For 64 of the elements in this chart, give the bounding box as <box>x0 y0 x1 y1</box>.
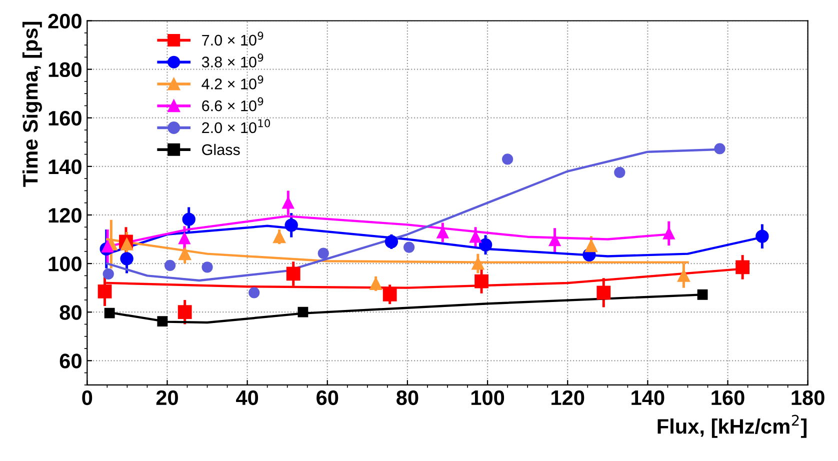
point <box>736 260 750 274</box>
legend-label: 7.0 × 10$^{9}$ <box>202 32 264 46</box>
legend-label: 6.6 × 10$^{9}$ <box>202 97 264 112</box>
y-tick-label: 100 <box>48 256 82 272</box>
x-tick-label: 100 <box>471 390 504 406</box>
point <box>164 260 176 272</box>
point <box>98 284 112 298</box>
point <box>202 262 213 273</box>
point <box>677 269 690 282</box>
y-tick-label: 80 <box>60 305 82 320</box>
point <box>120 238 134 250</box>
x-tick-label: 0 <box>82 390 92 406</box>
point <box>318 248 329 259</box>
legend-label: 2.0 × 10$^{10}$ <box>202 119 270 134</box>
point <box>584 240 598 252</box>
point <box>382 287 397 302</box>
x-axis-title: Flux, [kHz/cm$^{2}$] <box>658 414 806 438</box>
y-tick-label: 180 <box>48 62 82 78</box>
point <box>298 306 308 318</box>
point <box>102 268 114 280</box>
point <box>178 248 192 260</box>
point <box>384 235 398 248</box>
point <box>370 277 382 290</box>
point <box>756 230 769 243</box>
point <box>182 212 196 226</box>
point <box>472 257 484 270</box>
point <box>102 240 114 252</box>
point <box>404 242 415 253</box>
point <box>478 238 492 252</box>
x-tick-label: 20 <box>156 390 178 406</box>
point <box>157 316 168 327</box>
y-tick-label: 60 <box>60 354 82 368</box>
legend-label: Glass <box>202 144 240 156</box>
point <box>714 143 726 154</box>
point <box>663 228 675 240</box>
y-tick-label: 120 <box>48 208 82 223</box>
point <box>474 274 488 288</box>
y-tick-label: 140 <box>48 159 82 174</box>
point <box>120 252 134 266</box>
x-tick-label: 40 <box>236 390 258 406</box>
y-tick-label: 160 <box>48 110 82 126</box>
point <box>697 289 708 300</box>
x-tick-label: 80 <box>396 390 418 406</box>
point <box>273 230 286 244</box>
point <box>614 166 626 178</box>
point <box>282 196 294 209</box>
point <box>178 305 192 320</box>
legend-label: 4.2 × 10$^{9}$ <box>202 75 264 90</box>
x-tick-label: 180 <box>792 390 824 406</box>
point <box>248 287 260 298</box>
y-tick-label: 200 <box>48 14 82 28</box>
x-tick-label: 60 <box>316 390 338 406</box>
x-tick-label: 160 <box>712 390 744 406</box>
point <box>596 286 611 300</box>
point <box>284 218 298 232</box>
y-axis-title: Time Sigma, [ps] <box>22 22 42 187</box>
x-tick-label: 120 <box>552 390 584 406</box>
point <box>286 266 300 281</box>
x-tick-label: 140 <box>632 390 664 406</box>
legend-label: 3.8 × 10$^{9}$ <box>202 54 264 68</box>
point <box>178 232 190 244</box>
point <box>548 234 561 246</box>
point <box>502 154 514 165</box>
point <box>104 308 115 318</box>
